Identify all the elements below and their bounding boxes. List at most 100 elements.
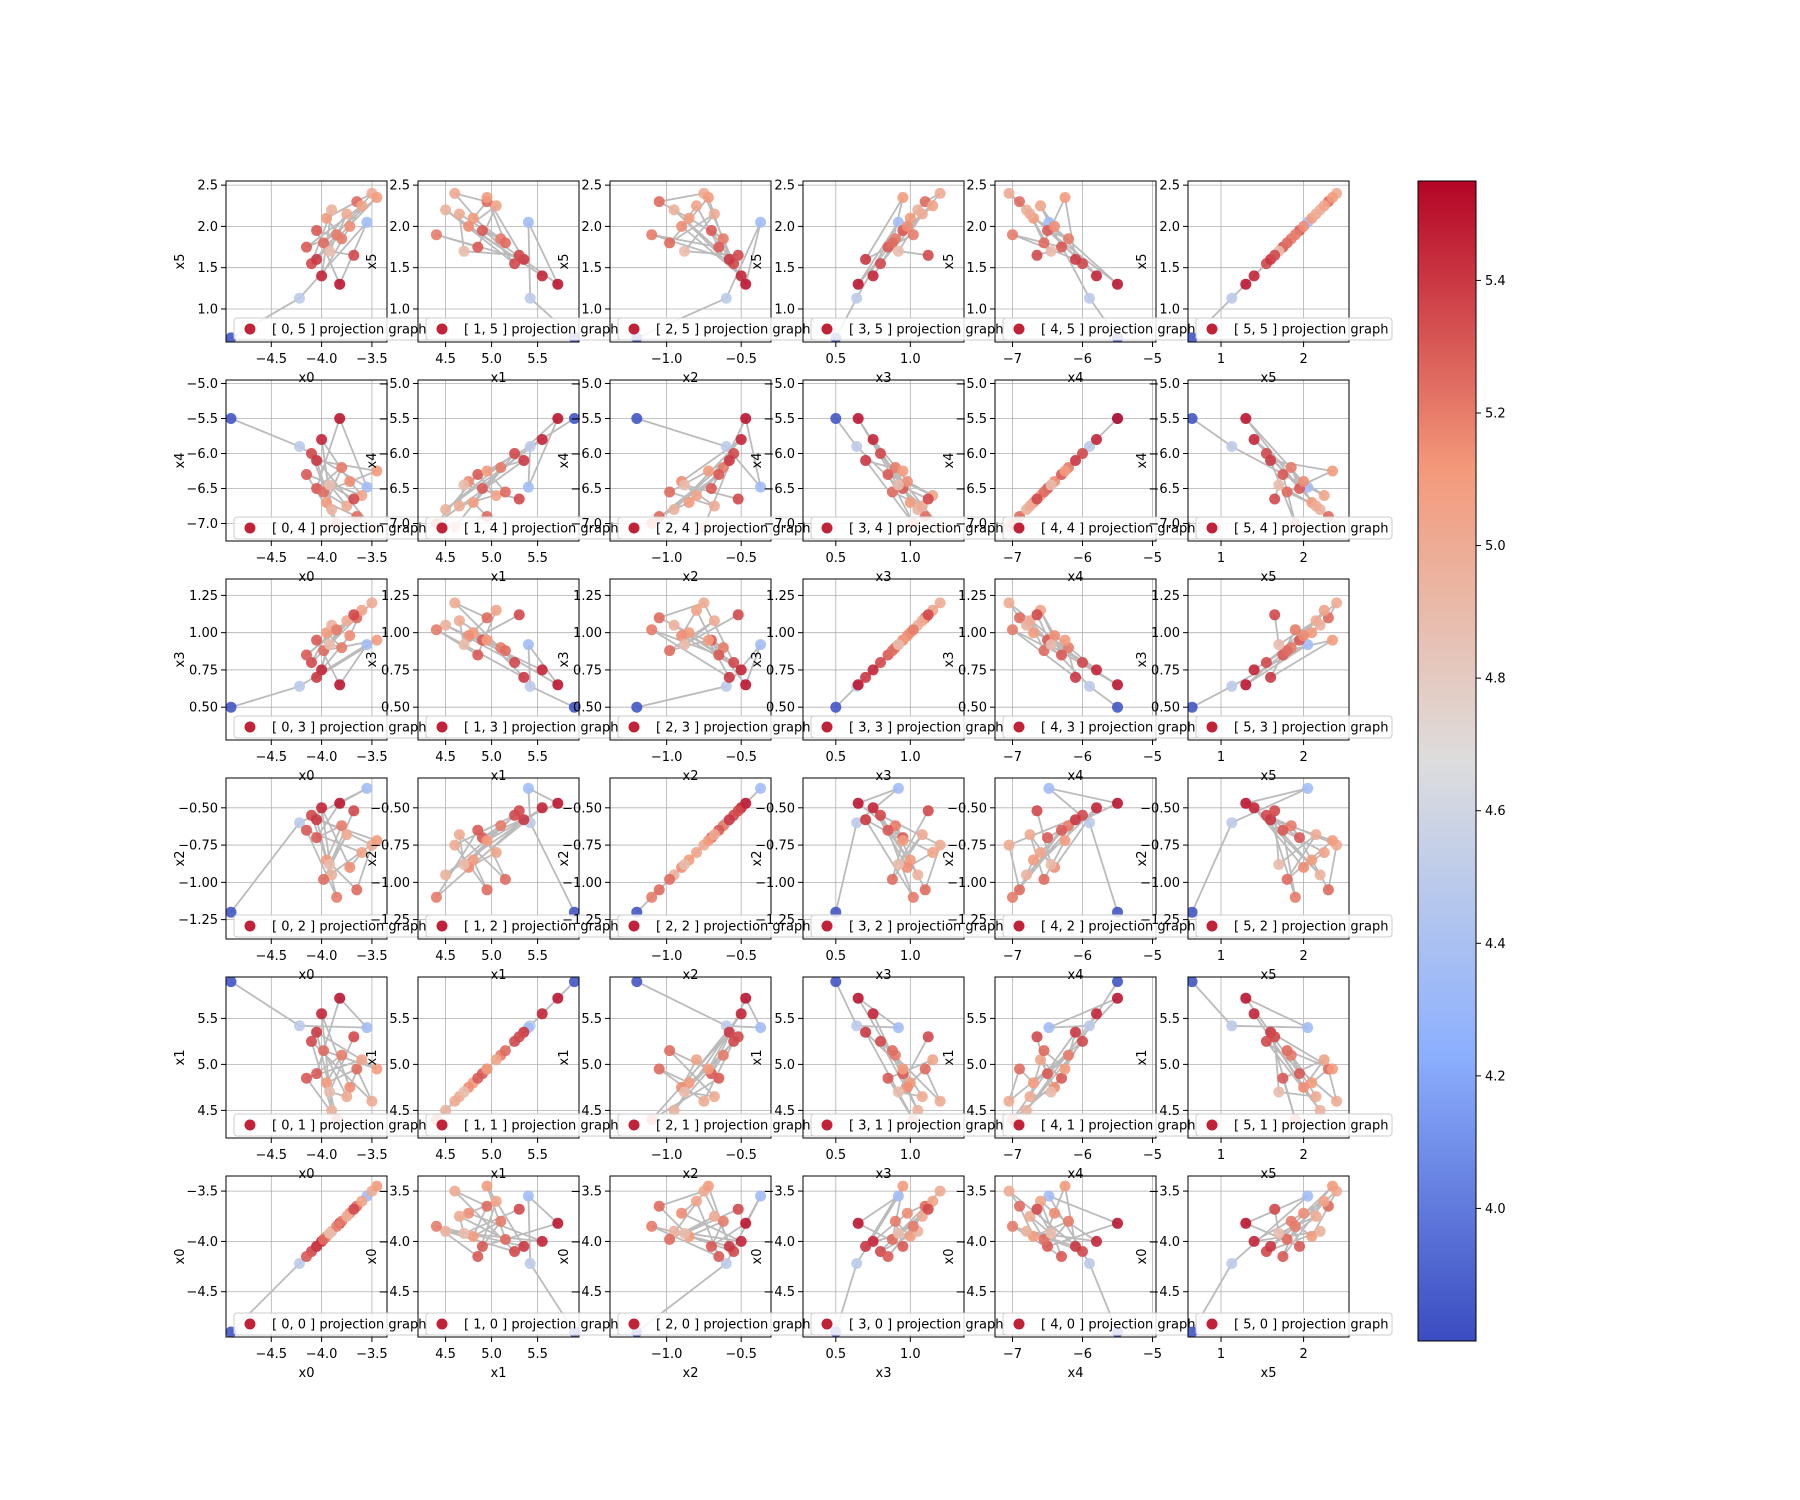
y-tick-label: −1.00 bbox=[755, 876, 795, 891]
data-point bbox=[301, 469, 312, 480]
x-tick-label: −0.5 bbox=[725, 1347, 757, 1362]
data-point bbox=[851, 292, 863, 304]
data-point bbox=[892, 245, 904, 257]
data-point bbox=[1269, 805, 1281, 817]
legend-label: [ 4, 1 ] projection graph bbox=[1041, 1119, 1195, 1134]
x-tick-label: −3.5 bbox=[356, 1347, 388, 1362]
data-point bbox=[897, 192, 909, 203]
data-point bbox=[1112, 679, 1123, 691]
y-tick-label: −4.5 bbox=[955, 1285, 987, 1300]
y-tick-label: −5.0 bbox=[186, 377, 218, 392]
data-point bbox=[490, 1054, 502, 1066]
panel-1-5: 4.5 5.0 5.5 1.0 1.5 2.0 2.5 x1 x5 [ 1, 5 ] projec… bbox=[365, 179, 623, 386]
data-point bbox=[1007, 891, 1018, 903]
data-point bbox=[892, 1190, 904, 1202]
data-point bbox=[679, 245, 690, 257]
x-axis-label: x5 bbox=[1261, 968, 1277, 983]
data-point bbox=[708, 615, 720, 627]
y-tick-label: 1.25 bbox=[1151, 589, 1180, 604]
x-tick-label: −5 bbox=[1143, 750, 1162, 765]
y-tick-label: −0.75 bbox=[1140, 839, 1180, 854]
data-point bbox=[522, 216, 534, 228]
data-point bbox=[1273, 639, 1285, 651]
data-point bbox=[366, 1095, 378, 1107]
data-point bbox=[318, 237, 330, 249]
data-point bbox=[348, 249, 360, 261]
data-point bbox=[1045, 479, 1057, 491]
data-point bbox=[631, 977, 643, 988]
data-point bbox=[907, 229, 919, 241]
x-tick-label: −1.0 bbox=[651, 551, 683, 566]
data-point bbox=[499, 873, 511, 885]
y-tick-label: −0.50 bbox=[370, 801, 410, 816]
x-tick-label: 1.0 bbox=[900, 1148, 921, 1163]
y-axis-label: x3 bbox=[557, 652, 572, 668]
legend-label: [ 4, 0 ] projection graph bbox=[1041, 1318, 1195, 1333]
data-point bbox=[892, 1227, 904, 1239]
data-point bbox=[311, 1068, 323, 1080]
legend-marker bbox=[1206, 920, 1218, 932]
data-point bbox=[440, 1225, 452, 1237]
data-point bbox=[901, 861, 913, 873]
legend-label: [ 1, 4 ] projection graph bbox=[464, 522, 618, 537]
data-point bbox=[430, 1220, 442, 1232]
data-point bbox=[1269, 249, 1281, 261]
panel-content bbox=[226, 413, 383, 533]
panel-5-4: 1 2 −5.0 −5.5 −6.0 −6.5 −7.0 x5 x4 [ 5, 4 ] proje… bbox=[1135, 377, 1393, 585]
data-point bbox=[522, 1190, 534, 1202]
data-point bbox=[499, 1233, 511, 1245]
y-tick-label: 1.00 bbox=[766, 626, 795, 641]
data-point bbox=[336, 820, 348, 832]
data-point bbox=[897, 1240, 909, 1252]
data-point bbox=[735, 434, 747, 445]
data-point bbox=[867, 664, 879, 676]
data-point bbox=[1310, 1091, 1322, 1103]
data-point bbox=[1226, 817, 1238, 829]
data-point bbox=[513, 609, 525, 621]
data-point bbox=[934, 597, 946, 609]
x-tick-label: 1 bbox=[1217, 1148, 1225, 1163]
data-point bbox=[513, 249, 525, 261]
panel-content bbox=[1188, 597, 1343, 713]
panel-0-4: −4.5 −4.0 −3.5 −5.0 −5.5 −6.0 −6.5 −7.0 x0 x4 [ 0,… bbox=[173, 377, 431, 585]
data-point bbox=[1240, 278, 1252, 290]
y-tick-label: 1.00 bbox=[189, 626, 218, 641]
legend-marker bbox=[821, 721, 833, 733]
data-point bbox=[1084, 817, 1095, 829]
data-point bbox=[740, 278, 752, 290]
data-point bbox=[927, 200, 939, 212]
data-point bbox=[524, 680, 536, 692]
data-point bbox=[316, 1008, 328, 1020]
data-point bbox=[311, 455, 323, 466]
data-point bbox=[481, 835, 493, 847]
panel-frame bbox=[609, 379, 772, 542]
data-point bbox=[311, 814, 323, 826]
x-tick-label: 0.5 bbox=[825, 1347, 846, 1362]
legend-marker bbox=[244, 721, 256, 733]
y-tick-label: 1.0 bbox=[1159, 302, 1180, 317]
data-point bbox=[294, 1258, 305, 1269]
data-point bbox=[713, 1251, 725, 1262]
y-tick-label: 5.0 bbox=[389, 1058, 410, 1073]
y-tick-label: −4.5 bbox=[1148, 1285, 1180, 1300]
legend-marker bbox=[1206, 721, 1218, 733]
data-point bbox=[524, 441, 536, 452]
colorbar: 4.0 4.2 4.4 4.6 4.8 5.0 5.2 5.4 bbox=[1417, 180, 1506, 1342]
data-point bbox=[691, 1054, 702, 1066]
data-point bbox=[1038, 1045, 1050, 1057]
data-point bbox=[1298, 476, 1310, 487]
data-point bbox=[321, 1077, 333, 1089]
legend-marker bbox=[628, 323, 640, 335]
data-point bbox=[1226, 292, 1238, 304]
data-point bbox=[897, 1063, 909, 1075]
panel-frame bbox=[1187, 180, 1350, 343]
legend: [ 0, 4 ] projection graph bbox=[233, 516, 431, 540]
y-tick-label: 2.0 bbox=[774, 220, 795, 235]
data-point bbox=[226, 413, 237, 424]
data-point bbox=[860, 455, 872, 466]
legend-box bbox=[1195, 1312, 1393, 1336]
x-tick-label: −4.5 bbox=[255, 1148, 287, 1163]
legend-label: [ 0, 0 ] projection graph bbox=[272, 1318, 426, 1333]
data-point bbox=[732, 609, 744, 621]
data-point bbox=[653, 612, 665, 624]
